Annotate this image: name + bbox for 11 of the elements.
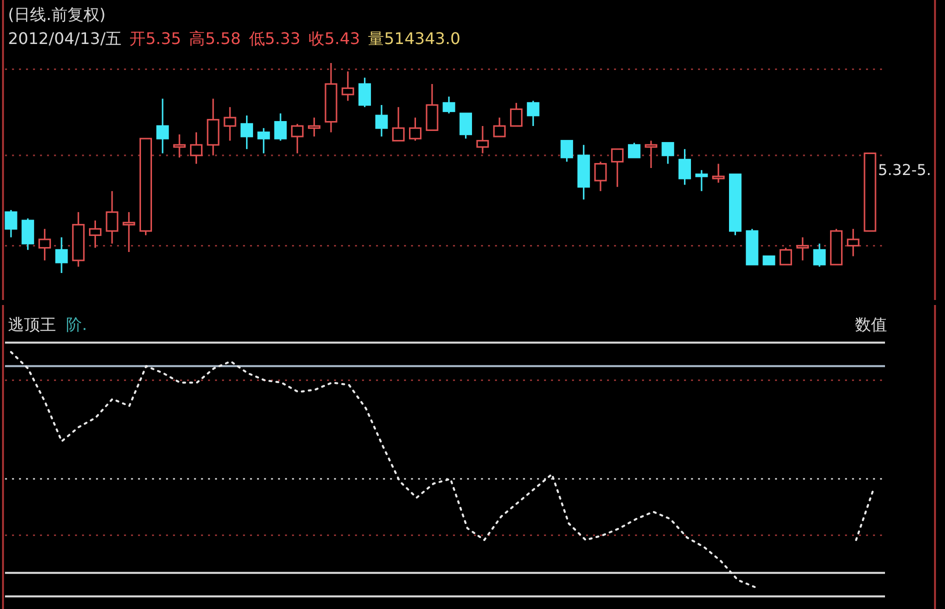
- annotation: 5.32-5.: [878, 161, 932, 179]
- chart-title: (日线.前复权): [8, 5, 106, 24]
- text: 开5.35: [130, 29, 182, 48]
- text: 高5.58: [189, 29, 241, 48]
- text: 阶.: [66, 315, 88, 334]
- text: 数值: [855, 315, 887, 334]
- text: 量514343.0: [368, 29, 460, 48]
- text: 低5.33: [248, 29, 300, 48]
- text: 2012/04/13/五: [8, 29, 122, 48]
- text: 收5.43: [308, 29, 360, 48]
- chart-title: 逃顶王: [8, 315, 56, 334]
